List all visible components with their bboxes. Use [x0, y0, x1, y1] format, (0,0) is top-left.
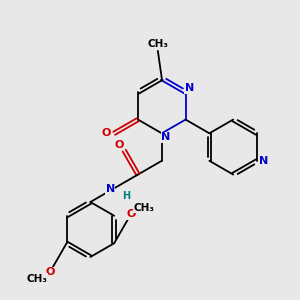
Text: N: N — [259, 156, 268, 166]
Text: O: O — [102, 128, 111, 138]
Text: N: N — [185, 83, 194, 93]
Text: CH₃: CH₃ — [27, 274, 48, 284]
Text: O: O — [115, 140, 124, 150]
Text: CH₃: CH₃ — [133, 202, 154, 213]
Text: O: O — [126, 209, 136, 219]
Text: N: N — [106, 184, 115, 194]
Text: N: N — [161, 132, 170, 142]
Text: O: O — [45, 267, 55, 277]
Text: H: H — [122, 191, 130, 201]
Text: CH₃: CH₃ — [147, 39, 168, 49]
